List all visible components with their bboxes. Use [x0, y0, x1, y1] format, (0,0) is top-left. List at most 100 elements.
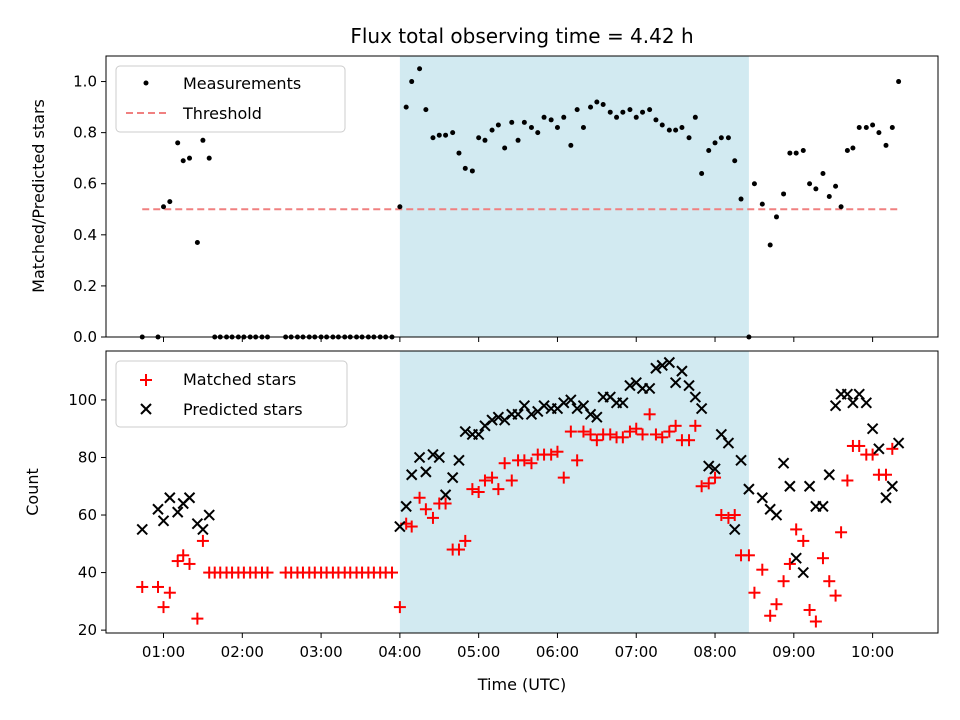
- measurement-point: [167, 199, 173, 205]
- measurement-point: [833, 183, 839, 189]
- predicted-stars-point: [512, 408, 524, 421]
- matched-stars-point: [829, 589, 842, 602]
- measurement-point: [194, 239, 200, 245]
- measurement-point: [850, 145, 856, 151]
- matched-stars-point: [649, 428, 662, 441]
- matched-stars-point: [472, 486, 485, 498]
- predicted-stars-point: [427, 448, 439, 461]
- measurement-point: [509, 119, 515, 125]
- count-panel-frame: [105, 350, 939, 634]
- measurement-point: [423, 107, 429, 113]
- count-y-tick-label: 20: [78, 621, 97, 639]
- measurement-point: [489, 127, 495, 133]
- predicted-stars-point: [472, 428, 485, 441]
- predicted-stars-point: [777, 457, 790, 469]
- matched-stars-point: [702, 477, 715, 490]
- matched-stars-point: [764, 609, 777, 622]
- predicted-stars-point: [722, 437, 735, 449]
- measurement-point: [476, 135, 482, 141]
- measurement-point: [462, 165, 468, 171]
- matched-stars-point: [616, 431, 629, 444]
- measurement-point: [863, 125, 869, 131]
- predicted-stars-point: [817, 500, 829, 513]
- matched-stars-point: [709, 471, 722, 484]
- count-panel: 20 40 60 80 100 01:00 02:00 03:00 04:00 05:00 06:0…: [23, 350, 939, 694]
- measurement-point: [436, 132, 442, 138]
- predicted-stars-point: [203, 509, 215, 521]
- predicted-stars-point: [695, 402, 708, 415]
- measurement-point: [781, 191, 787, 197]
- measurement-point: [706, 148, 712, 154]
- measurement-point: [653, 117, 659, 123]
- count-y-tick-label: 40: [78, 564, 97, 582]
- ratio-y-axis-label: Matched/Predicted stars: [29, 99, 48, 293]
- predicted-stars-point: [886, 480, 899, 492]
- measurement-point: [548, 117, 554, 123]
- measurement-point: [787, 150, 793, 156]
- predicted-stars-point: [577, 399, 590, 412]
- measurement-point: [456, 150, 462, 156]
- predicted-stars-point: [729, 523, 741, 536]
- measurement-point: [161, 204, 167, 210]
- predicted-stars-point: [591, 411, 603, 423]
- predicted-stars-point: [689, 391, 702, 403]
- matched-stars-point: [683, 434, 696, 447]
- measurement-point: [469, 168, 475, 174]
- matched-stars-point: [571, 454, 584, 467]
- measurement-point: [594, 99, 600, 105]
- predicted-stars-point: [405, 469, 418, 481]
- measurement-point: [876, 130, 882, 136]
- count-observing-span: [399, 351, 749, 633]
- measurement-point: [528, 125, 534, 131]
- measurement-point: [640, 109, 646, 115]
- predicted-stars-point: [703, 460, 715, 472]
- predicted-stars-point: [558, 397, 570, 409]
- measurement-point: [206, 155, 212, 161]
- matched-stars-point: [478, 474, 491, 487]
- predicted-stars-point: [650, 362, 662, 374]
- count-legend: Matched stars Predicted stars: [115, 360, 348, 428]
- matched-stars-point: [748, 586, 761, 599]
- measurement-point: [180, 158, 186, 164]
- measurement-point: [627, 107, 633, 113]
- measurement-point: [813, 186, 819, 192]
- measurement-point: [580, 125, 586, 131]
- matched-stars-point: [728, 509, 741, 522]
- measurement-point: [175, 140, 181, 146]
- matched-stars-point: [841, 474, 854, 487]
- measurement-point: [738, 196, 744, 202]
- matched-stars-point: [663, 425, 676, 438]
- matched-stars-point: [604, 428, 617, 441]
- predicted-stars-point: [394, 520, 406, 533]
- predicted-stars-point: [797, 566, 809, 579]
- predicted-stars-point: [683, 379, 695, 392]
- matched-stars-point: [261, 566, 274, 579]
- measurement-point: [515, 137, 521, 143]
- ratio-y-tick-label: 0.8: [73, 124, 97, 142]
- predicted-stars-point: [157, 515, 170, 527]
- matched-stars-point: [656, 431, 669, 444]
- matched-stars-point: [584, 428, 597, 441]
- predicted-stars-point: [841, 388, 854, 400]
- predicted-stars-point: [770, 509, 783, 521]
- measurement-point: [699, 171, 705, 177]
- predicted-stars-point: [847, 397, 859, 409]
- measurement-point: [568, 142, 574, 148]
- predicted-stars-point: [486, 414, 498, 426]
- predicted-stars-point: [790, 552, 802, 564]
- predicted-stars-point: [669, 376, 682, 389]
- predicted-stars-point: [459, 425, 471, 438]
- measurement-point: [826, 194, 832, 199]
- predicted-stars-point: [584, 408, 597, 421]
- measurement-point: [666, 127, 672, 133]
- x-tick-label: 09:00: [772, 643, 815, 661]
- measurement-point: [856, 125, 862, 131]
- measurement-point: [896, 79, 902, 85]
- matched-stars-point: [505, 474, 518, 487]
- measurement-point: [430, 135, 436, 141]
- matched-stars-point: [636, 428, 649, 441]
- measurement-point: [712, 140, 718, 146]
- matched-stars-point: [797, 534, 810, 547]
- predicted-stars-point: [756, 492, 769, 504]
